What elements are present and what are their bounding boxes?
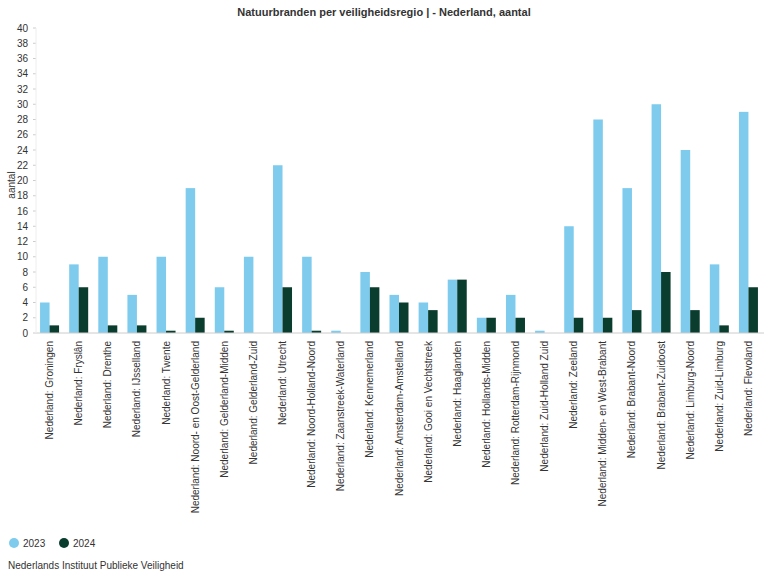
bar xyxy=(273,165,283,333)
x-tick-label: Nederland: IJsselland xyxy=(131,341,142,437)
bar xyxy=(50,325,60,333)
x-tick-label: Nederland: Twente xyxy=(161,341,172,425)
x-tick-label: Nederland: Noord- en Oost-Gelderland xyxy=(190,341,201,513)
x-axis xyxy=(36,333,764,334)
legend-swatch xyxy=(59,538,69,548)
x-tick-label: Nederland: Zaanstreek-Waterland xyxy=(335,341,346,491)
y-tick-label: 14 xyxy=(17,221,29,232)
y-tick-label: 38 xyxy=(17,38,29,49)
bar xyxy=(593,120,603,334)
x-tick-label: Nederland: Hollands-Midden xyxy=(481,341,492,468)
legend-swatch xyxy=(9,538,19,548)
bar xyxy=(681,150,691,333)
bar xyxy=(360,272,370,333)
x-tick-label: Nederland: Gooi en Vechtstreek xyxy=(423,340,434,483)
y-tick-label: 2 xyxy=(22,312,28,323)
x-tick-label: Nederland: Haaglanden xyxy=(452,341,463,447)
bar xyxy=(419,303,429,334)
source: Nederlands Instituut Publieke Veiligheid xyxy=(8,560,184,571)
y-tick-label: 32 xyxy=(17,84,29,95)
x-tick-label: Nederland: Flevoland xyxy=(743,341,754,436)
bar xyxy=(215,287,225,333)
bar xyxy=(661,272,671,333)
bar xyxy=(719,325,729,333)
bar xyxy=(564,226,574,333)
bar xyxy=(127,295,137,333)
bar xyxy=(457,280,467,333)
x-tick-label: Nederland: Drenthe xyxy=(102,341,113,429)
bar xyxy=(739,112,749,333)
y-tick-label: 4 xyxy=(22,297,28,308)
y-tick-label: 36 xyxy=(17,53,29,64)
chart: Natuurbranden per veiligheidsregio | - N… xyxy=(0,0,768,576)
y-tick-label: 8 xyxy=(22,267,28,278)
x-tick-label: Nederland: Midden- en West-Brabant xyxy=(597,341,608,507)
bar xyxy=(428,310,438,333)
bar xyxy=(622,188,632,333)
bar xyxy=(506,295,515,333)
y-tick-label: 18 xyxy=(17,190,29,201)
bar xyxy=(302,257,312,333)
bar xyxy=(40,303,50,334)
bar xyxy=(283,287,293,333)
bar xyxy=(186,188,196,333)
x-tick-label: Nederland: Brabant-Noord xyxy=(626,341,637,458)
y-tick-label: 28 xyxy=(17,114,29,125)
bar xyxy=(244,257,254,333)
bar xyxy=(632,310,642,333)
y-tick-label: 40 xyxy=(17,23,29,34)
y-axis xyxy=(36,28,37,333)
bars xyxy=(40,104,758,333)
x-tick-label: Nederland: Brabant-Zuidoost xyxy=(656,341,667,470)
bar xyxy=(748,287,758,333)
x-tick-label: Nederland: Utrecht xyxy=(277,341,288,425)
y-tick-label: 10 xyxy=(17,251,29,262)
bar xyxy=(69,264,79,333)
bar xyxy=(137,325,147,333)
bar xyxy=(515,318,525,333)
y-tick-label: 6 xyxy=(22,282,28,293)
bar xyxy=(157,257,167,333)
bar xyxy=(603,318,613,333)
y-tick-label: 26 xyxy=(17,129,29,140)
y-tick-label: 12 xyxy=(17,236,29,247)
title: Natuurbranden per veiligheidsregio | - N… xyxy=(237,6,530,18)
x-tick-label: Nederland: Gelderland-Zuid xyxy=(248,341,259,464)
bar xyxy=(710,264,720,333)
bar xyxy=(690,310,700,333)
bar xyxy=(652,104,662,333)
bar xyxy=(574,318,584,333)
y-tick-label: 0 xyxy=(22,328,28,339)
legend-label: 2023 xyxy=(23,538,46,549)
x-tick-label: Nederland: Zuid-Holland Zuid xyxy=(539,341,550,472)
y-tick-label: 30 xyxy=(17,99,29,110)
x-tick-label: Nederland: Rotterdam-Rijnmond xyxy=(510,341,521,485)
bar xyxy=(195,318,205,333)
bar xyxy=(108,325,118,333)
bar xyxy=(486,318,496,333)
y-tick-label: 24 xyxy=(17,145,29,156)
legend-label: 2024 xyxy=(73,538,96,549)
y-tick-label: 34 xyxy=(17,68,29,79)
y-tick-label: 20 xyxy=(17,175,29,186)
x-tick-label: Nederland: Amsterdam-Amstelland xyxy=(394,341,405,496)
bar xyxy=(448,280,458,333)
x-tick-label: Nederland: Limburg-Noord xyxy=(685,341,696,459)
x-tick-label: Nederland: Fryslân xyxy=(73,341,84,425)
y-tick-label: 16 xyxy=(17,206,29,217)
bar xyxy=(370,287,380,333)
bar xyxy=(399,303,409,334)
x-tick-label: Nederland: Noord-Holland-Noord xyxy=(306,341,317,488)
bar xyxy=(98,257,108,333)
y-axis-label: aantal xyxy=(6,171,17,198)
x-tick-label: Nederland: Zuid-Limburg xyxy=(714,341,725,452)
bar xyxy=(390,295,400,333)
x-tick-label: Nederland: Gelderland-Midden xyxy=(219,341,230,478)
bar xyxy=(477,318,487,333)
x-tick-label: Nederland: Kennemerland xyxy=(364,341,375,458)
x-tick-label: Nederland: Zeeland xyxy=(568,341,579,429)
bar xyxy=(79,287,89,333)
y-tick-label: 22 xyxy=(17,160,29,171)
x-tick-label: Nederland: Groningen xyxy=(44,341,55,439)
